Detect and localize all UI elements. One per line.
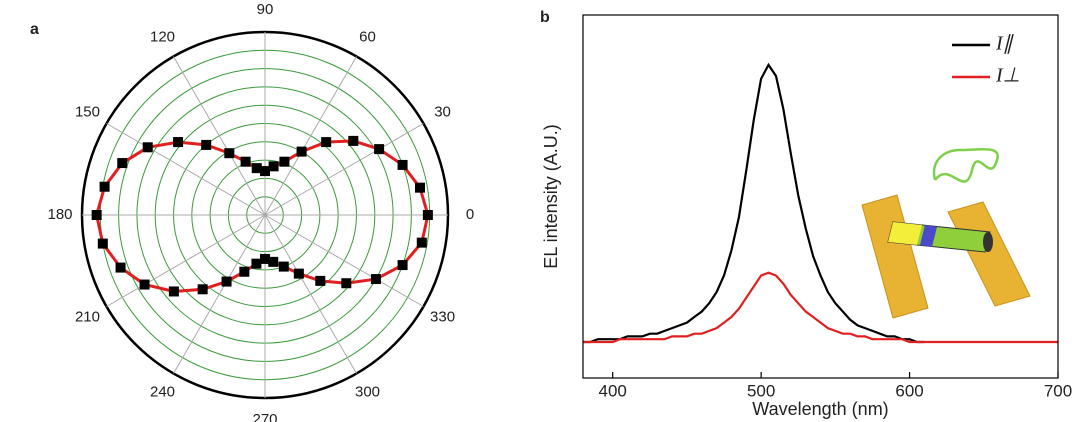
theta-tick-label: 210	[75, 308, 100, 325]
theta-tick-label: 300	[355, 384, 380, 401]
x-tick-label: 600	[895, 381, 923, 400]
spectrum-line	[583, 271, 1058, 344]
spoke	[106, 214, 266, 307]
data-point	[370, 274, 381, 285]
x-axis-label: Wavelength (nm)	[752, 399, 888, 419]
data-point	[293, 268, 304, 279]
data-point	[296, 146, 307, 157]
data-point	[115, 262, 126, 273]
theta-tick-label: 150	[75, 103, 100, 120]
data-point	[260, 253, 270, 264]
data-point	[397, 260, 408, 271]
theta-tick-label: 90	[257, 1, 274, 18]
data-point	[97, 238, 108, 249]
data-point	[397, 159, 408, 170]
data-point	[201, 139, 212, 150]
data-point	[315, 275, 326, 286]
theta-tick-label: 0	[466, 206, 474, 223]
data-point	[414, 182, 425, 193]
data-point	[321, 137, 332, 148]
data-point	[374, 144, 385, 155]
data-point	[279, 156, 290, 167]
device-inset	[861, 147, 1031, 319]
x-tick-label: 400	[599, 381, 627, 400]
data-point	[348, 135, 359, 146]
data-point	[168, 286, 179, 297]
legend-label: I∥	[995, 33, 1015, 55]
data-point	[251, 258, 262, 269]
theta-tick-label: 330	[430, 308, 455, 325]
nanowire-end	[983, 232, 993, 252]
plot-frame	[582, 14, 1059, 379]
y-axis-label: EL intensity (A.U.)	[541, 124, 561, 268]
data-point	[268, 256, 279, 267]
electrode	[947, 201, 1031, 307]
spoke	[264, 56, 357, 216]
panel-label: a	[30, 21, 39, 38]
theta-tick-label: 120	[150, 28, 175, 45]
data-point	[268, 161, 279, 172]
data-point	[239, 266, 250, 277]
spoke	[173, 56, 266, 216]
data-point	[197, 284, 208, 295]
data-point	[416, 237, 427, 248]
data-point	[139, 279, 150, 290]
theta-tick-label: 240	[150, 384, 175, 401]
panel-label: b	[540, 9, 550, 26]
data-point	[117, 158, 128, 169]
junction	[920, 225, 937, 247]
x-tick-label: 500	[747, 381, 775, 400]
data-point	[341, 278, 352, 289]
x-tick-label: 700	[1044, 381, 1072, 400]
theta-tick-label: 30	[434, 103, 451, 120]
data-point	[224, 148, 235, 159]
spectrum-line	[583, 62, 925, 344]
spoke	[264, 214, 357, 374]
legend-label: I⊥	[995, 65, 1020, 87]
spoke	[173, 214, 266, 374]
data-point	[251, 163, 262, 174]
data-point	[173, 137, 184, 148]
theta-tick-label: 180	[47, 206, 72, 223]
data-point	[221, 276, 232, 287]
nanowire-segment	[888, 222, 922, 245]
data-point	[142, 142, 153, 153]
spoke	[264, 214, 424, 307]
data-point	[278, 261, 289, 272]
data-point	[422, 210, 433, 220]
theta-tick-label: 60	[359, 28, 376, 45]
data-point	[260, 166, 270, 177]
data-point	[99, 181, 110, 192]
data-point	[240, 156, 251, 167]
emission-wave	[932, 147, 999, 183]
theta-tick-label: 270	[252, 411, 277, 422]
data-point	[91, 210, 102, 220]
spoke	[264, 123, 424, 216]
electrode	[861, 194, 929, 319]
spoke	[106, 123, 266, 216]
